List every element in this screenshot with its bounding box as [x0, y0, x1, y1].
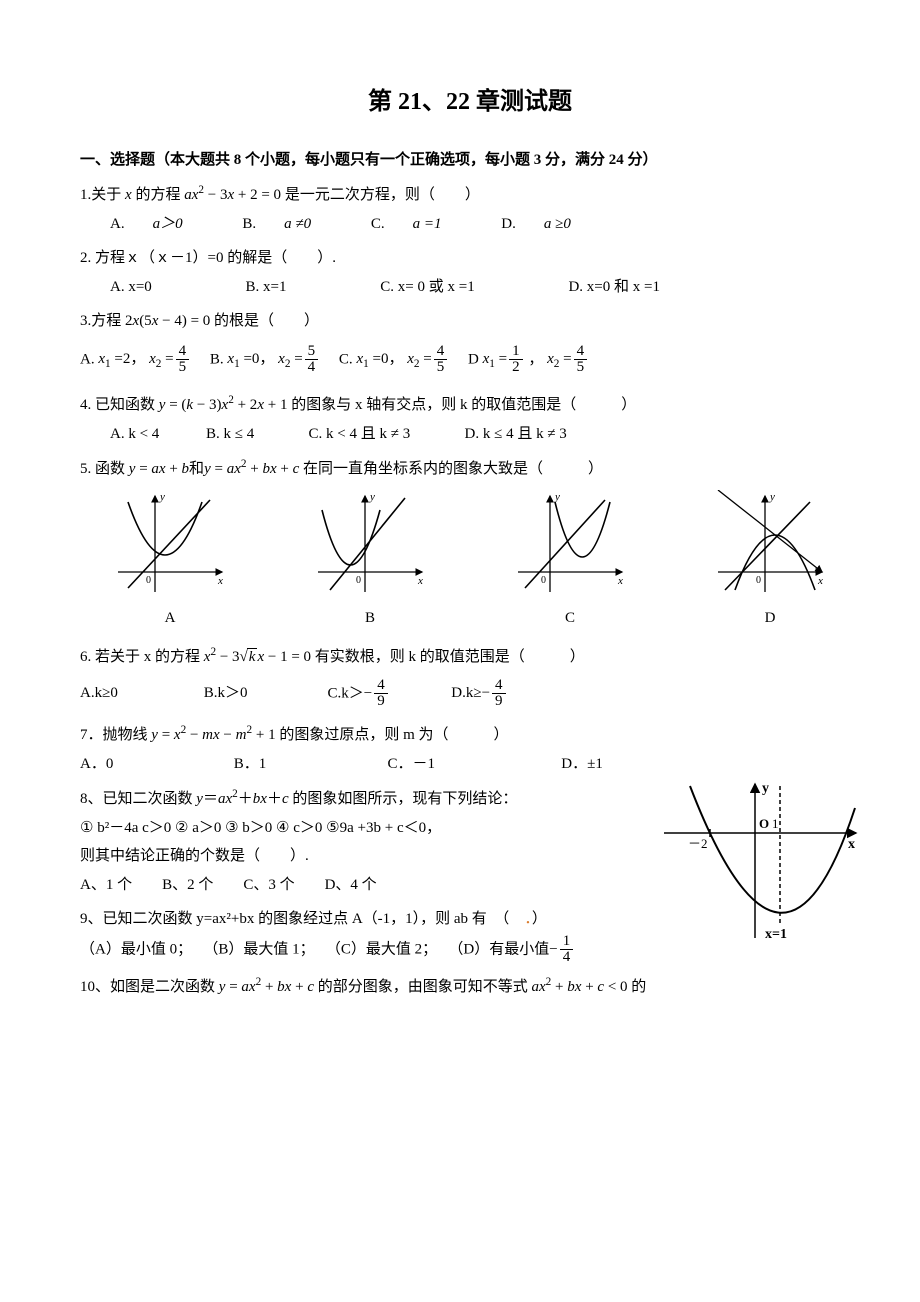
q5-graph-a: y x 0 — [110, 490, 230, 600]
svg-text:0: 0 — [146, 575, 151, 586]
q5-graph-d: y x 0 — [710, 490, 830, 600]
q8-options: A、1 个 B、2 个 C、3 个 D、4 个 — [80, 871, 650, 900]
q3-options: A. x1 =2， x2 =45 B. x1 =0， x2 =54 C. x1 … — [80, 344, 860, 377]
q2-options: A. x=0 B. x=1 C. x= 0 或 x =1 D. x=0 和 x … — [80, 273, 860, 302]
svg-text:y: y — [769, 491, 775, 503]
q5-graphs: y x 0 y x 0 y x 0 — [110, 490, 830, 600]
q1: 1.关于 x 的方程 ax2 − 3x + 2 = 0 是一元二次方程，则（ ） — [80, 180, 860, 210]
q8-line3: 则其中结论正确的个数是（ ）. — [80, 842, 650, 871]
q7-options: A．0 B．1 C．－1 D．±1 — [80, 750, 860, 779]
q8-figure: y x O －2 1 x=1 — [650, 778, 860, 948]
svg-text:y: y — [369, 491, 375, 503]
svg-text:y: y — [554, 491, 560, 503]
q4-options: A. k < 4 B. k ≤ 4 C. k < 4 且 k ≠ 3 D. k … — [80, 420, 860, 449]
svg-text:x: x — [617, 575, 623, 587]
q3: 3.方程 2x(5x − 4) = 0 的根是（ ） — [80, 307, 860, 336]
q6-options: A.k≥0 B.k＞0 C.k＞−49 D.k≥−49 — [80, 678, 860, 711]
page-title: 第 21、22 章测试题 — [80, 80, 860, 126]
q5-graph-labels: A B C D — [110, 604, 830, 633]
svg-text:0: 0 — [356, 575, 361, 586]
svg-text:0: 0 — [541, 575, 546, 586]
q8-line2: ① b²－4a c＞0 ② a＞0 ③ b＞0 ④ c＞0 ⑤9a +3b + … — [80, 814, 650, 843]
section-1-head: 一、选择题（本大题共 8 个小题，每小题只有一个正确选项，每小题 3 分，满分 … — [80, 146, 860, 175]
svg-text:0: 0 — [756, 575, 761, 586]
svg-text:1: 1 — [772, 816, 779, 831]
q9: 9、已知二次函数 y=ax²+bx 的图象经过点 A（-1，1），则 ab 有 … — [80, 905, 650, 934]
q8: 8、已知二次函数 y＝ax2＋bx＋c 的图象如图所示，现有下列结论： — [80, 784, 650, 814]
svg-text:x: x — [217, 575, 223, 587]
svg-text:－2: －2 — [688, 836, 708, 851]
svg-text:x: x — [817, 575, 823, 587]
svg-text:x=1: x=1 — [765, 927, 787, 942]
q6: 6. 若关于 x 的方程 x2 − 3√kx − 1 = 0 有实数根，则 k … — [80, 642, 860, 672]
svg-text:y: y — [159, 491, 165, 503]
svg-text:y: y — [762, 781, 769, 796]
q1-options: A. a＞0 B. a ≠0 C. a =1 D. a ≥0 — [80, 210, 860, 239]
svg-text:x: x — [417, 575, 423, 587]
svg-text:O: O — [759, 816, 769, 831]
q5-graph-c: y x 0 — [510, 490, 630, 600]
q5-graph-b: y x 0 — [310, 490, 430, 600]
q4: 4. 已知函数 y = (k − 3)x2 + 2x + 1 的图象与 x 轴有… — [80, 390, 860, 420]
q2: 2. 方程ｘ（ｘ－1）=0 的解是（ ）. — [80, 244, 860, 273]
svg-text:x: x — [848, 837, 855, 852]
q7: 7．抛物线 y = x2 − mx − m2 + 1 的图象过原点，则 m 为（… — [80, 720, 860, 750]
q9-options: （A）最小值 0； （B）最大值 1； （C）最大值 2； （D）有最小值−14 — [80, 934, 650, 967]
q10: 10、如图是二次函数 y = ax2 + bx + c 的部分图象，由图象可知不… — [80, 972, 860, 1002]
q5: 5. 函数 y = ax + b和y = ax2 + bx + c 在同一直角坐… — [80, 454, 860, 484]
